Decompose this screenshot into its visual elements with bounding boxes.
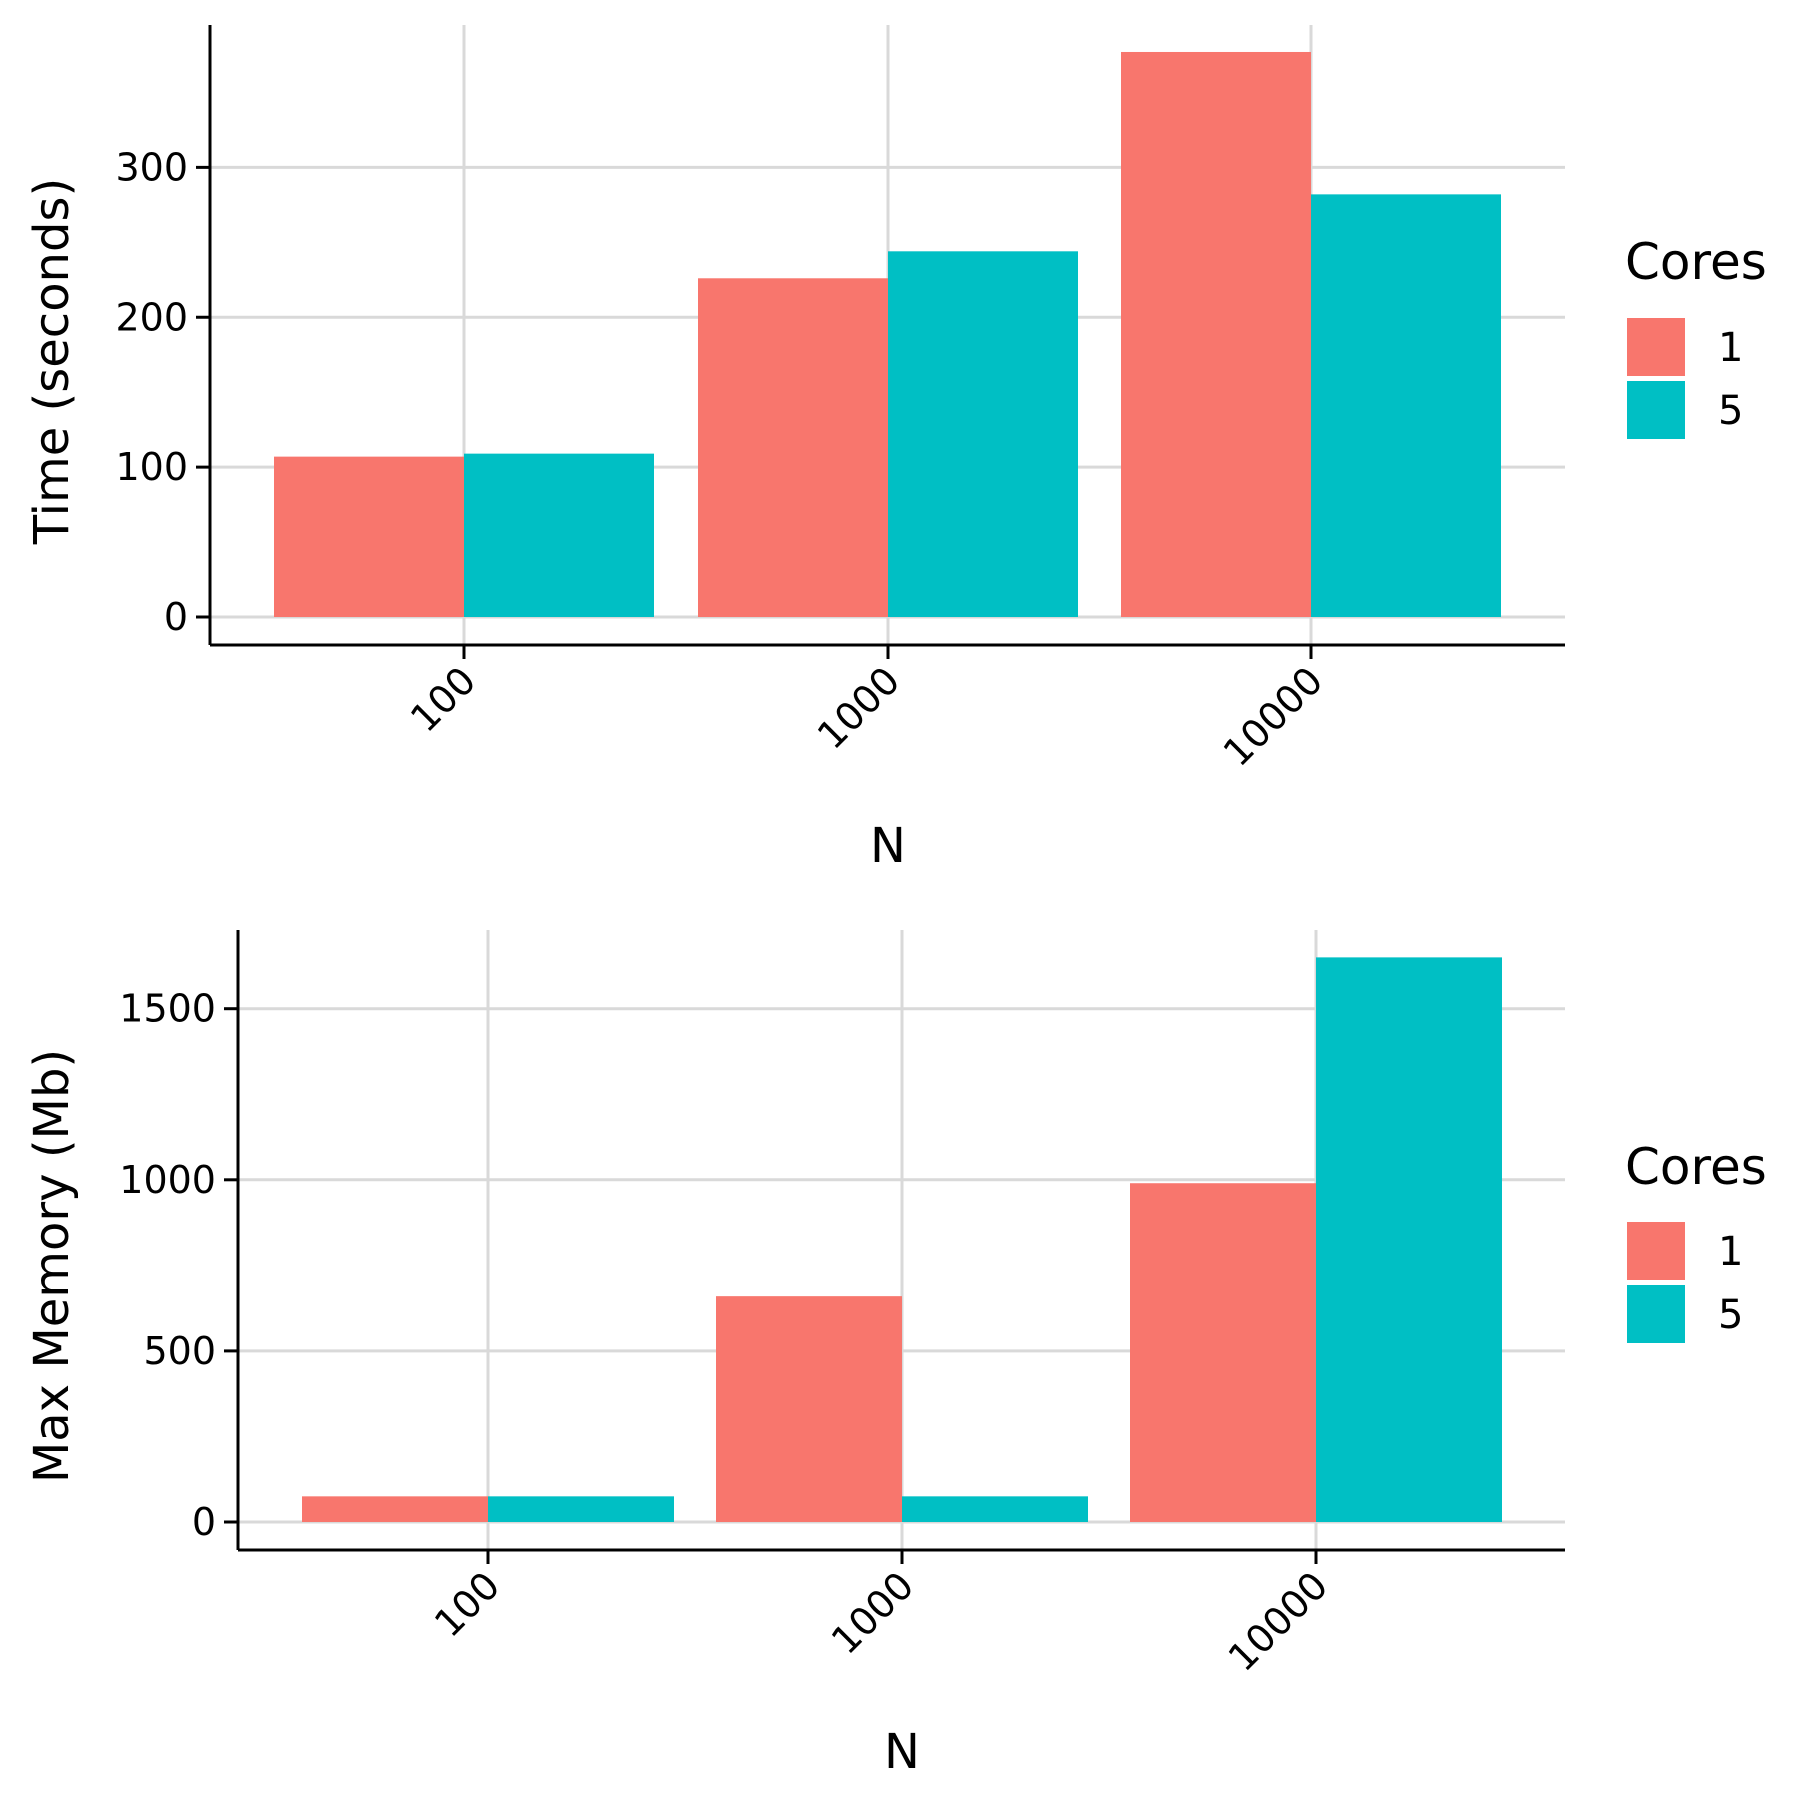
bar-cores-5-n-1000	[902, 1496, 1088, 1522]
x-tick-label: 10000	[1215, 658, 1332, 775]
bar-cores-1-n-1000	[716, 1296, 902, 1522]
y-tick-label: 0	[164, 595, 188, 639]
x-tick-label: 1000	[823, 1563, 923, 1663]
x-axis-title: N	[870, 818, 906, 874]
y-tick-label: 0	[192, 1500, 216, 1544]
bar-cores-1-n-100	[302, 1496, 488, 1522]
legend-title: Cores	[1625, 233, 1767, 291]
bar-cores-5-n-1000	[888, 251, 1078, 618]
bar-cores-1-n-100	[274, 456, 464, 617]
legend-key-1	[1627, 1222, 1685, 1280]
bar-cores-1-n-1000	[698, 278, 888, 617]
x-tick-label: 1000	[809, 658, 909, 758]
legend-title: Cores	[1625, 1138, 1767, 1196]
x-axis-title: N	[884, 1724, 920, 1780]
y-axis-title: Max Memory (Mb)	[24, 1049, 80, 1483]
legend-label-1: 1	[1718, 1229, 1743, 1275]
legend-key-5	[1627, 1285, 1685, 1343]
bar-cores-5-n-10000	[1311, 194, 1501, 617]
legend-key-5	[1627, 381, 1685, 439]
x-tick-label: 10000	[1220, 1563, 1337, 1680]
bar-cores-5-n-10000	[1316, 957, 1502, 1522]
legend-label-5: 5	[1718, 388, 1743, 434]
legend-key-1	[1627, 318, 1685, 376]
y-axis-title: Time (seconds)	[24, 178, 80, 545]
legend-label-5: 5	[1718, 1292, 1743, 1338]
x-tick-label: 100	[402, 658, 484, 740]
y-tick-label: 1000	[119, 1158, 216, 1202]
x-tick-label: 100	[426, 1563, 508, 1645]
bar-cores-5-n-100	[488, 1496, 674, 1522]
bar-cores-5-n-100	[464, 453, 654, 617]
y-tick-label: 1500	[119, 987, 216, 1031]
y-tick-label: 200	[115, 295, 188, 339]
bar-cores-1-n-10000	[1130, 1183, 1316, 1522]
legend-label-1: 1	[1718, 325, 1743, 371]
memory-chart: 0 500 1000 1500 100 1000 10000 N Max Memory (Mb)…	[24, 930, 1767, 1780]
y-tick-label: 100	[115, 445, 188, 489]
time-chart: 0 100 200 300 100 1000 10000 N Time (seconds) Cor…	[24, 25, 1767, 874]
y-tick-label: 300	[115, 145, 188, 189]
bar-cores-1-n-10000	[1121, 51, 1311, 617]
y-tick-label: 500	[143, 1329, 216, 1373]
